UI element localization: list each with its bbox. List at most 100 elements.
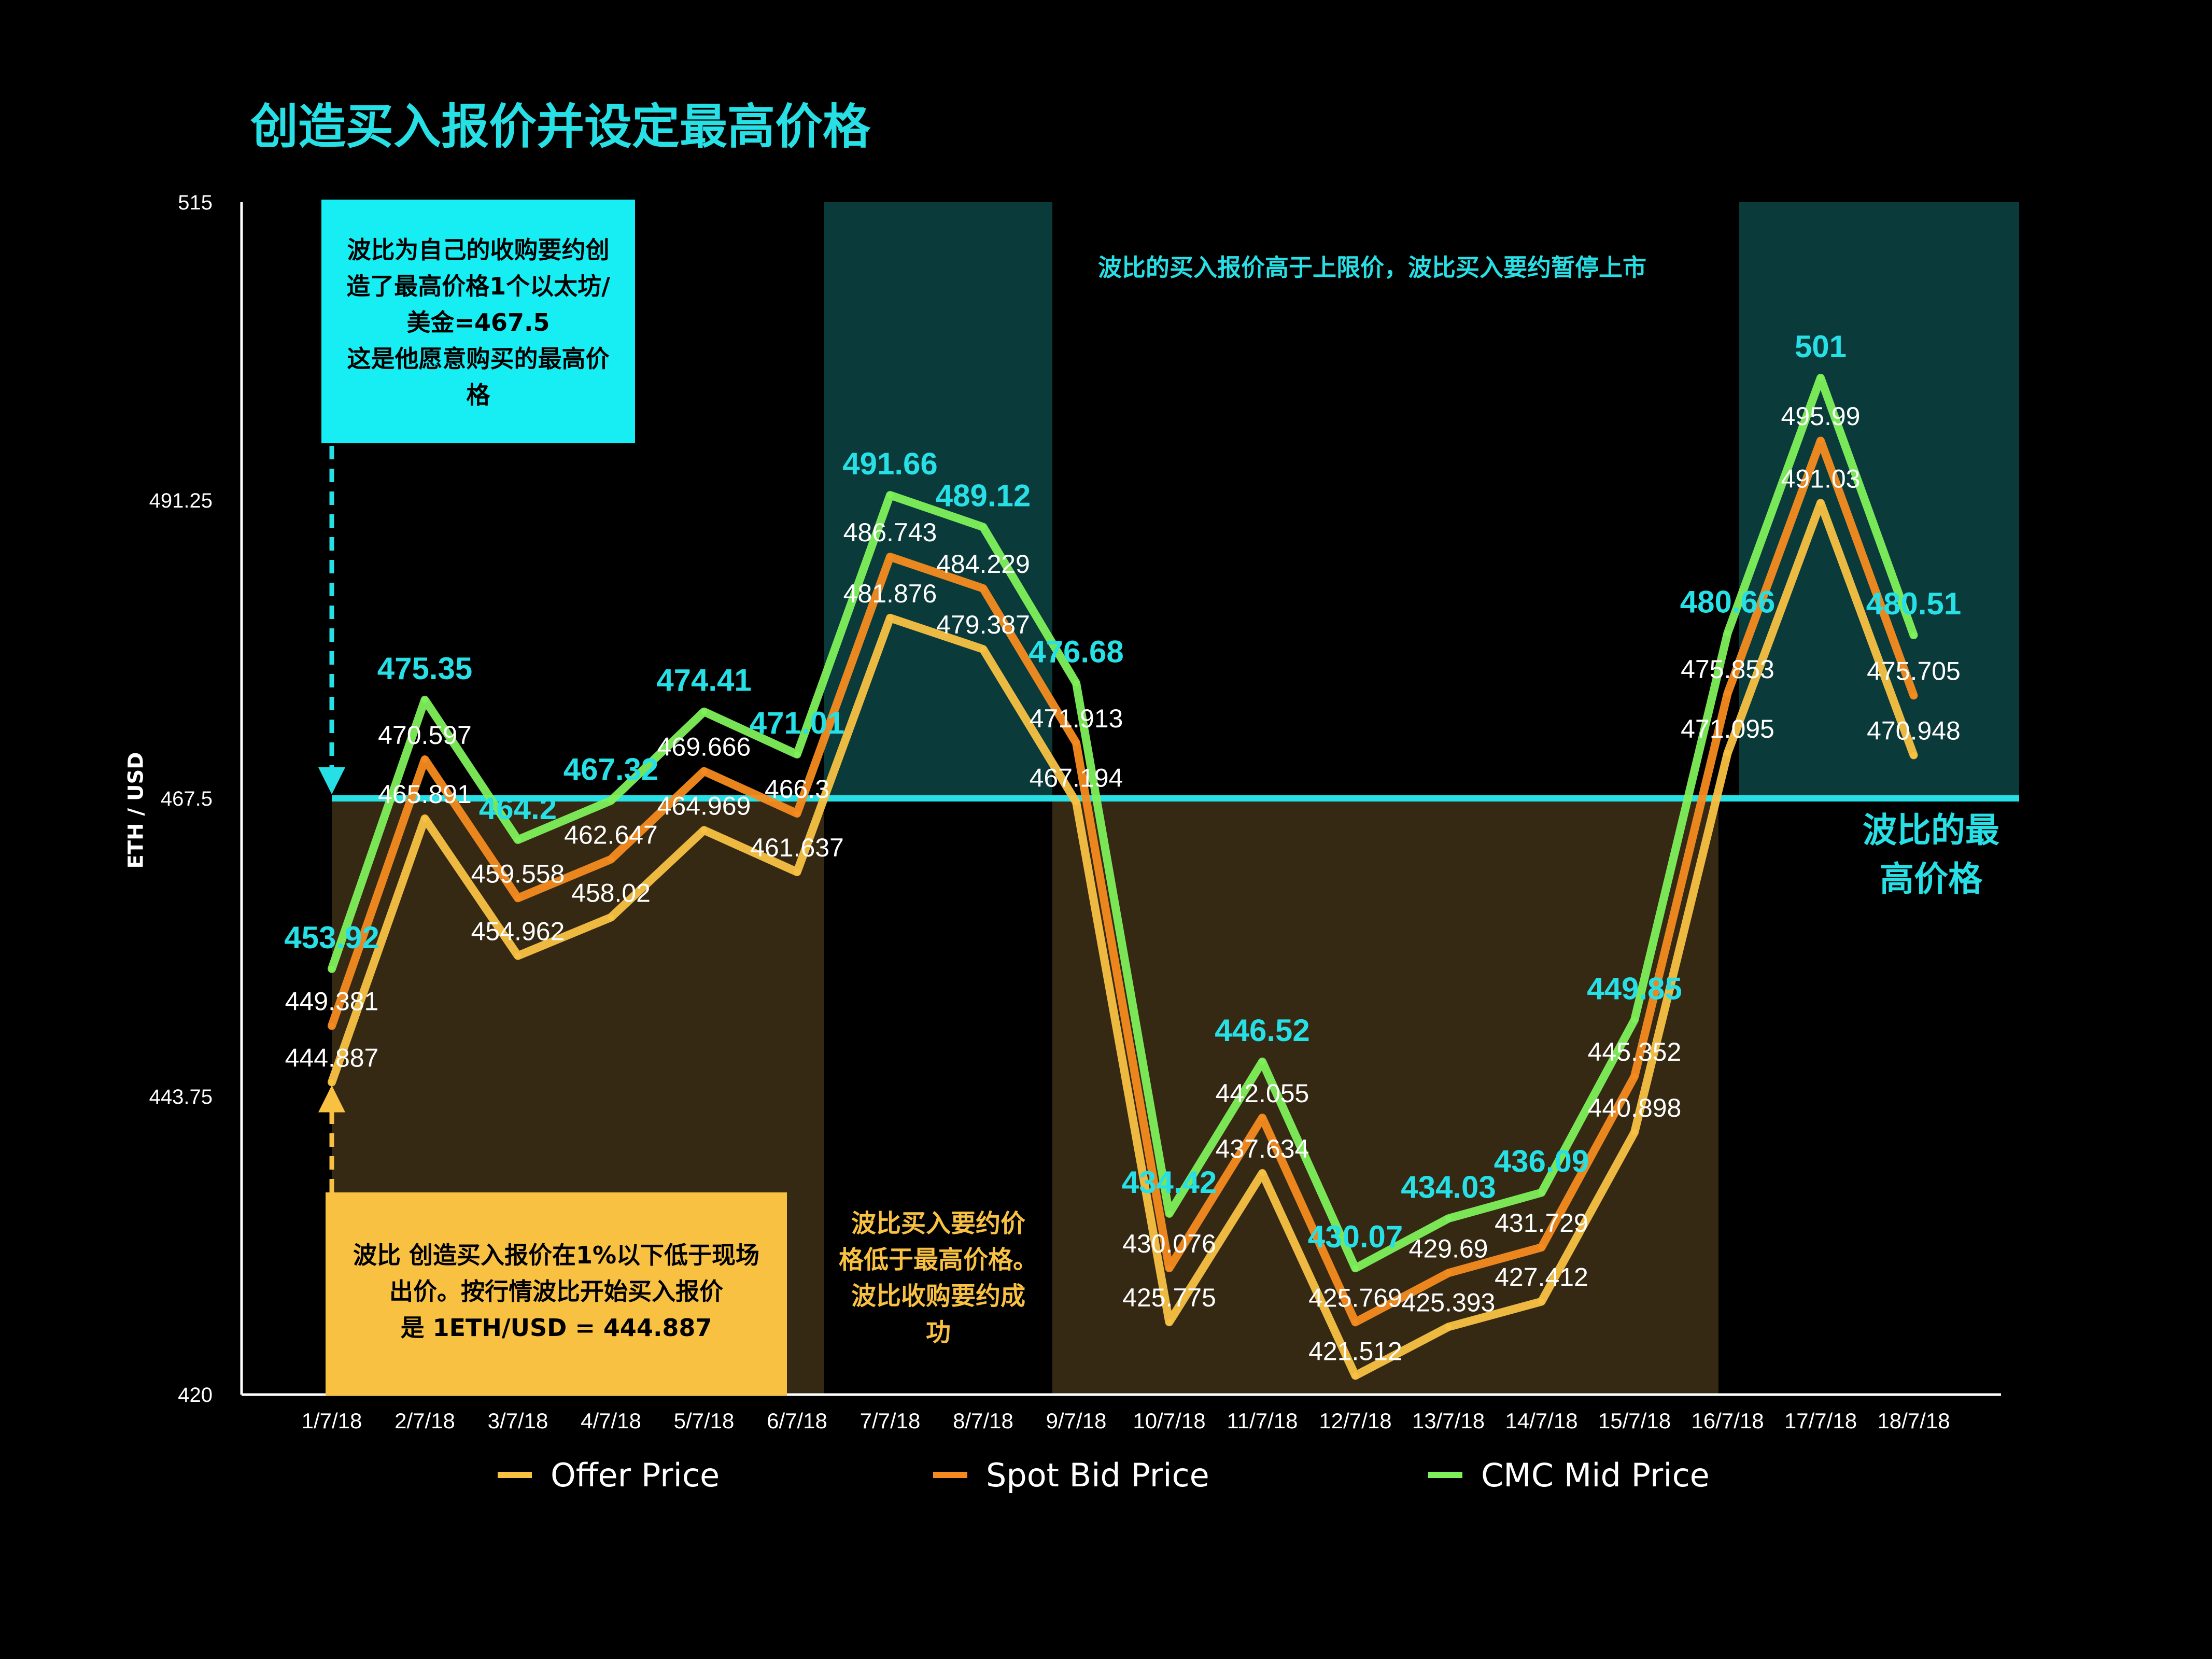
data-label: 453.92 <box>284 920 379 955</box>
arrow-head-icon <box>318 1085 345 1113</box>
x-tick-label: 6/7/18 <box>767 1409 827 1433</box>
data-label: 465.891 <box>378 780 472 809</box>
data-point <box>515 895 521 902</box>
data-label: 425.769 <box>1308 1283 1402 1312</box>
x-tick-label: 5/7/18 <box>674 1409 735 1433</box>
data-label: 471.913 <box>1030 704 1123 733</box>
data-label: 459.558 <box>471 859 565 888</box>
max-price-note: 波比为自己的收购要约创 造了最高价格1个以太坊/ 美金=467.5 这是他愿意购… <box>321 200 635 443</box>
data-label: 484.229 <box>936 550 1030 579</box>
legend-swatch <box>933 1472 967 1478</box>
max-price-note-line: 造了最高价格1个以太坊/ <box>346 272 610 300</box>
x-tick-label: 10/7/18 <box>1133 1409 1205 1433</box>
data-point <box>608 797 614 804</box>
data-label: 475.853 <box>1681 655 1774 684</box>
data-label: 486.743 <box>843 518 937 547</box>
data-label: 429.69 <box>1409 1234 1488 1263</box>
data-label: 491.66 <box>842 446 938 481</box>
series-line-2 <box>328 373 1918 1273</box>
data-label: 449.85 <box>1587 971 1682 1006</box>
data-point <box>980 585 987 592</box>
data-point <box>421 756 428 763</box>
data-point <box>515 952 521 959</box>
data-label: 479.387 <box>936 610 1030 639</box>
offer-success-note: 波比买入要约价 格低于最高价格。 波比收购要约成 功 <box>835 1205 1042 1351</box>
offer-success-note-line: 波比买入要约价 <box>851 1209 1025 1238</box>
arrow-head-icon <box>318 767 345 794</box>
data-label: 446.52 <box>1215 1013 1310 1048</box>
data-point <box>608 856 614 863</box>
x-tick-label: 16/7/18 <box>1691 1409 1764 1433</box>
data-label: 476.68 <box>1028 635 1124 669</box>
max-price-note-line: 美金=467.5 <box>406 308 550 336</box>
data-point <box>1445 1324 1452 1330</box>
data-label: 481.876 <box>843 579 937 608</box>
data-label: 430.07 <box>1308 1219 1403 1254</box>
data-label: 475.705 <box>1867 656 1961 685</box>
data-point <box>1817 500 1824 507</box>
data-point <box>329 1022 335 1029</box>
x-tick-label: 9/7/18 <box>1046 1409 1107 1433</box>
x-tick-label: 1/7/18 <box>302 1409 362 1433</box>
zone-above-max <box>1739 202 2019 798</box>
data-label: 501 <box>1795 329 1847 364</box>
data-point <box>794 810 800 817</box>
y-tick-label: 420 <box>178 1384 213 1407</box>
x-tick-label: 7/7/18 <box>860 1409 921 1433</box>
y-tick-label: 491.25 <box>149 489 213 512</box>
data-point <box>980 524 987 530</box>
data-point <box>701 827 707 834</box>
x-tick-label: 4/7/18 <box>581 1409 641 1433</box>
data-point <box>887 614 893 621</box>
data-label: 461.637 <box>750 833 844 862</box>
bid-offer-note-line: 是 1ETH/USD = 444.887 <box>400 1314 712 1342</box>
data-label: 421.512 <box>1308 1337 1402 1366</box>
legend-swatch <box>498 1472 532 1478</box>
x-tick-label: 13/7/18 <box>1412 1409 1485 1433</box>
data-label: 464.2 <box>479 791 557 826</box>
data-point <box>887 492 893 499</box>
data-label: 470.948 <box>1867 716 1961 746</box>
data-label: 489.12 <box>936 479 1031 513</box>
x-tick-label: 3/7/18 <box>488 1409 548 1433</box>
offer-success-note-line: 波比收购要约成 <box>851 1282 1025 1311</box>
data-point <box>421 815 428 822</box>
offer-success-note-line: 功 <box>925 1318 951 1347</box>
data-label: 425.393 <box>1402 1288 1496 1317</box>
data-point <box>1166 1319 1173 1326</box>
bid-offer-note-line: 波比 创造买入报价在1%以下低于现场 <box>353 1241 760 1269</box>
legend-item-spot-bid: Spot Bid Price <box>933 1456 1209 1494</box>
x-tick-label: 8/7/18 <box>953 1409 1013 1433</box>
legend-label: CMC Mid Price <box>1481 1456 1710 1494</box>
data-point <box>1073 799 1079 806</box>
data-point <box>1631 1073 1638 1080</box>
x-tick-label: 18/7/18 <box>1877 1409 1950 1433</box>
legend-item-cmc-mid: CMC Mid Price <box>1428 1456 1710 1494</box>
data-point <box>608 914 614 921</box>
data-point <box>1259 1058 1265 1065</box>
data-point <box>887 554 893 560</box>
data-point <box>1817 438 1824 444</box>
data-point <box>1352 1265 1359 1272</box>
data-point <box>1910 692 1917 699</box>
data-point <box>1631 1129 1638 1136</box>
data-label: 425.775 <box>1122 1283 1216 1312</box>
x-tick-label: 11/7/18 <box>1227 1409 1298 1433</box>
data-label: 458.02 <box>571 879 651 908</box>
data-label: 434.03 <box>1401 1170 1496 1204</box>
data-label: 471.01 <box>750 706 845 740</box>
legend-label: Spot Bid Price <box>986 1456 1209 1494</box>
offer-success-note-line: 格低于最高价格。 <box>838 1245 1038 1274</box>
legend-item-offer: Offer Price <box>498 1456 720 1494</box>
data-label: 445.352 <box>1588 1037 1682 1066</box>
chart-title: 创造买入报价并设定最高价格 <box>250 99 871 154</box>
data-point <box>515 836 521 843</box>
data-label: 462.647 <box>564 820 658 849</box>
data-point <box>1352 1372 1359 1379</box>
data-point <box>1817 374 1824 381</box>
data-label: 444.887 <box>285 1043 379 1072</box>
data-point <box>329 1079 335 1086</box>
data-label: 454.962 <box>471 917 565 946</box>
data-label: 471.095 <box>1681 714 1774 743</box>
data-label: 475.35 <box>377 651 473 686</box>
